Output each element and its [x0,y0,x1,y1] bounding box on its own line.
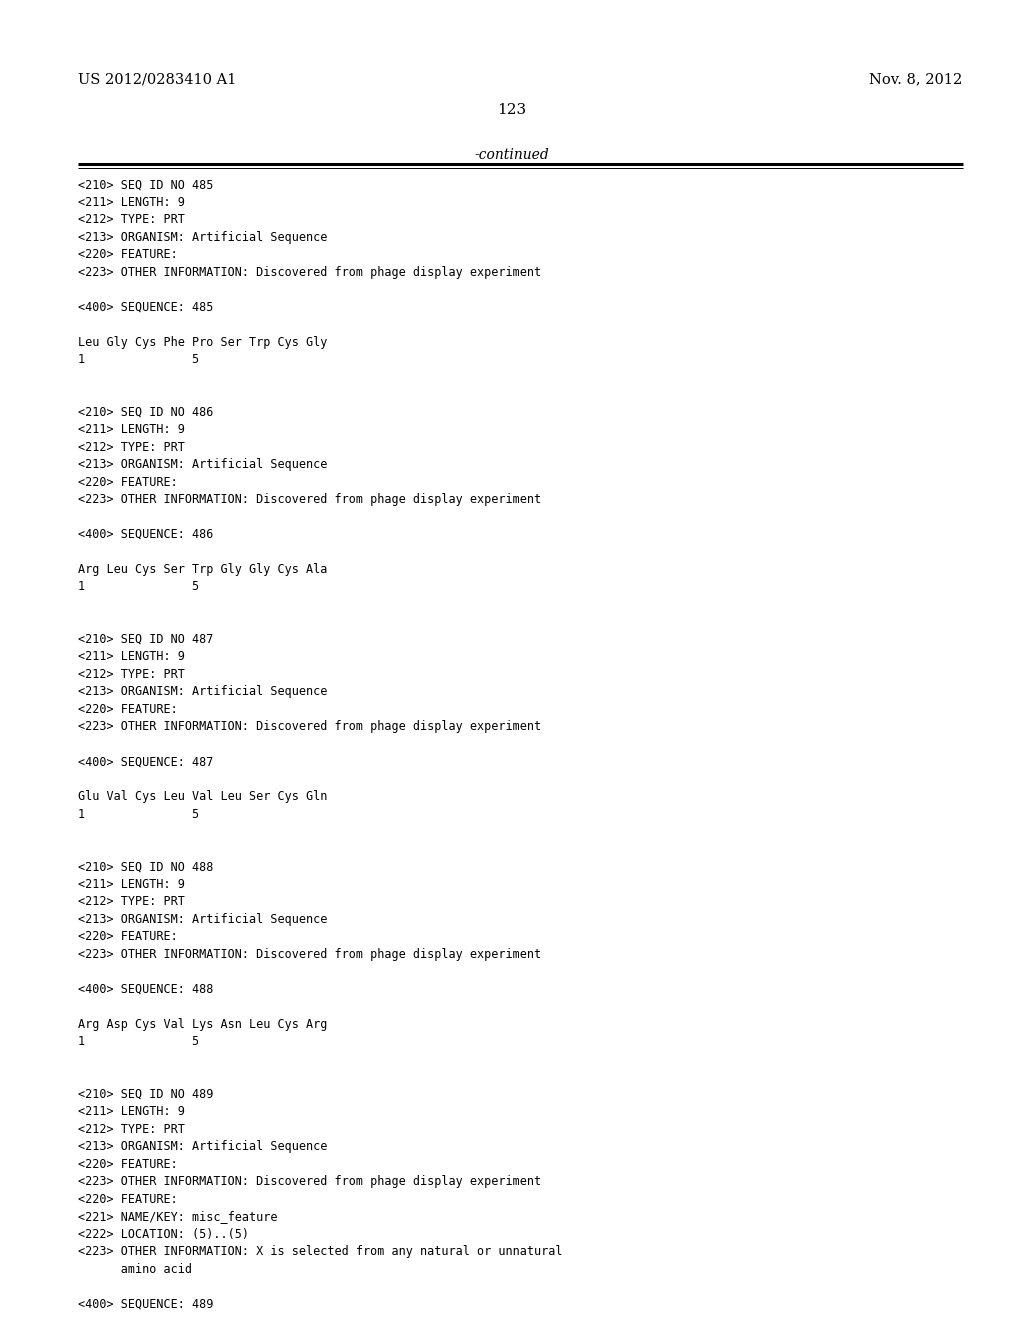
Text: <220> FEATURE:: <220> FEATURE: [78,702,177,715]
Text: <210> SEQ ID NO 486: <210> SEQ ID NO 486 [78,405,213,418]
Text: <222> LOCATION: (5)..(5): <222> LOCATION: (5)..(5) [78,1228,249,1241]
Text: 1               5: 1 5 [78,352,199,366]
Text: <212> TYPE: PRT: <212> TYPE: PRT [78,214,184,226]
Text: 123: 123 [498,103,526,117]
Text: <210> SEQ ID NO 489: <210> SEQ ID NO 489 [78,1088,213,1101]
Text: <400> SEQUENCE: 485: <400> SEQUENCE: 485 [78,301,213,314]
Text: <400> SEQUENCE: 488: <400> SEQUENCE: 488 [78,982,213,995]
Text: 1               5: 1 5 [78,808,199,821]
Text: <220> FEATURE:: <220> FEATURE: [78,475,177,488]
Text: <400> SEQUENCE: 489: <400> SEQUENCE: 489 [78,1298,213,1311]
Text: <211> LENGTH: 9: <211> LENGTH: 9 [78,1105,184,1118]
Text: <210> SEQ ID NO 487: <210> SEQ ID NO 487 [78,632,213,645]
Text: 1               5: 1 5 [78,581,199,594]
Text: <212> TYPE: PRT: <212> TYPE: PRT [78,1122,184,1135]
Text: <213> ORGANISM: Artificial Sequence: <213> ORGANISM: Artificial Sequence [78,1140,328,1154]
Text: <212> TYPE: PRT: <212> TYPE: PRT [78,441,184,454]
Text: Nov. 8, 2012: Nov. 8, 2012 [869,73,963,87]
Text: <220> FEATURE:: <220> FEATURE: [78,1192,177,1205]
Text: <400> SEQUENCE: 486: <400> SEQUENCE: 486 [78,528,213,541]
Text: <210> SEQ ID NO 488: <210> SEQ ID NO 488 [78,861,213,874]
Text: Glu Val Cys Leu Val Leu Ser Cys Gln: Glu Val Cys Leu Val Leu Ser Cys Gln [78,791,328,804]
Text: <223> OTHER INFORMATION: Discovered from phage display experiment: <223> OTHER INFORMATION: Discovered from… [78,265,541,279]
Text: US 2012/0283410 A1: US 2012/0283410 A1 [78,73,237,87]
Text: <223> OTHER INFORMATION: Discovered from phage display experiment: <223> OTHER INFORMATION: Discovered from… [78,492,541,506]
Text: <210> SEQ ID NO 485: <210> SEQ ID NO 485 [78,178,213,191]
Text: <213> ORGANISM: Artificial Sequence: <213> ORGANISM: Artificial Sequence [78,912,328,925]
Text: amino acid: amino acid [78,1262,191,1275]
Text: 1               5: 1 5 [78,1035,199,1048]
Text: <400> SEQUENCE: 487: <400> SEQUENCE: 487 [78,755,213,768]
Text: Leu Gly Cys Phe Pro Ser Trp Cys Gly: Leu Gly Cys Phe Pro Ser Trp Cys Gly [78,335,328,348]
Text: <223> OTHER INFORMATION: X is selected from any natural or unnatural: <223> OTHER INFORMATION: X is selected f… [78,1245,562,1258]
Text: <212> TYPE: PRT: <212> TYPE: PRT [78,668,184,681]
Text: <220> FEATURE:: <220> FEATURE: [78,931,177,944]
Text: <223> OTHER INFORMATION: Discovered from phage display experiment: <223> OTHER INFORMATION: Discovered from… [78,948,541,961]
Text: Arg Leu Cys Ser Trp Gly Gly Cys Ala: Arg Leu Cys Ser Trp Gly Gly Cys Ala [78,562,328,576]
Text: <220> FEATURE:: <220> FEATURE: [78,248,177,261]
Text: <223> OTHER INFORMATION: Discovered from phage display experiment: <223> OTHER INFORMATION: Discovered from… [78,721,541,734]
Text: -continued: -continued [475,148,549,162]
Text: <221> NAME/KEY: misc_feature: <221> NAME/KEY: misc_feature [78,1210,278,1224]
Text: <211> LENGTH: 9: <211> LENGTH: 9 [78,651,184,664]
Text: <223> OTHER INFORMATION: Discovered from phage display experiment: <223> OTHER INFORMATION: Discovered from… [78,1175,541,1188]
Text: <211> LENGTH: 9: <211> LENGTH: 9 [78,195,184,209]
Text: <211> LENGTH: 9: <211> LENGTH: 9 [78,422,184,436]
Text: <213> ORGANISM: Artificial Sequence: <213> ORGANISM: Artificial Sequence [78,458,328,471]
Text: <211> LENGTH: 9: <211> LENGTH: 9 [78,878,184,891]
Text: <212> TYPE: PRT: <212> TYPE: PRT [78,895,184,908]
Text: <220> FEATURE:: <220> FEATURE: [78,1158,177,1171]
Text: <213> ORGANISM: Artificial Sequence: <213> ORGANISM: Artificial Sequence [78,231,328,244]
Text: Arg Asp Cys Val Lys Asn Leu Cys Arg: Arg Asp Cys Val Lys Asn Leu Cys Arg [78,1018,328,1031]
Text: <213> ORGANISM: Artificial Sequence: <213> ORGANISM: Artificial Sequence [78,685,328,698]
